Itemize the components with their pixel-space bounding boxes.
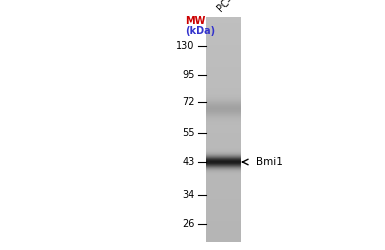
Text: (kDa): (kDa)	[185, 26, 215, 36]
Text: 34: 34	[182, 190, 194, 200]
Text: 130: 130	[176, 41, 194, 51]
Text: 55: 55	[182, 128, 194, 138]
Text: MW: MW	[185, 16, 205, 26]
Text: Bmi1: Bmi1	[256, 157, 283, 167]
Text: PC-4: PC-4	[216, 0, 238, 14]
Text: 72: 72	[182, 97, 194, 107]
Text: 26: 26	[182, 219, 194, 229]
Text: 43: 43	[182, 157, 194, 167]
Text: 95: 95	[182, 70, 194, 80]
